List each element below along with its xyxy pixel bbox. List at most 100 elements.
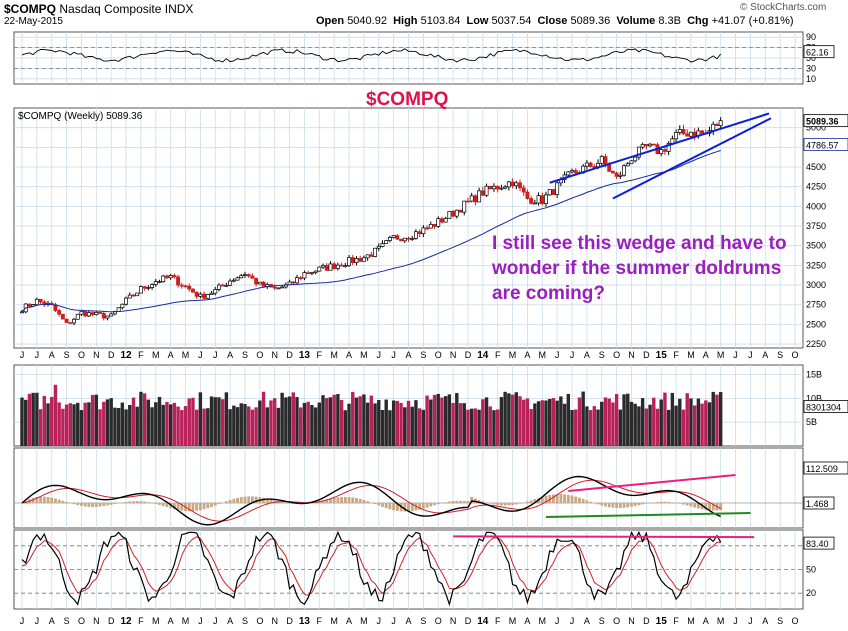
macd-hist-value-box	[803, 496, 835, 510]
candle-body	[202, 293, 207, 299]
month-tick-label: 13	[299, 350, 311, 361]
macd-histogram-bar	[347, 497, 351, 503]
macd-histogram-bar	[321, 500, 325, 503]
last-close-label: 5089.36	[806, 117, 839, 127]
volume-bar	[659, 399, 663, 446]
candle-body	[313, 270, 318, 273]
volume-bar	[31, 392, 35, 446]
candle-body	[254, 277, 259, 285]
candle-body	[205, 294, 210, 299]
month-tick-label: F	[495, 350, 501, 360]
candle-body	[506, 181, 511, 188]
candle-body	[625, 163, 630, 167]
month-tick-label: J	[20, 350, 25, 360]
macd-histogram-bar	[80, 503, 83, 506]
macd-histogram-bar	[262, 497, 265, 503]
volume-bar	[640, 398, 645, 446]
month-tick-label: M	[330, 350, 338, 360]
volume-bar	[273, 398, 277, 446]
candle-body	[94, 311, 99, 315]
volume-bar	[254, 407, 258, 446]
candle-body	[302, 272, 307, 279]
macd-histogram-bar	[336, 497, 340, 503]
volume-bar	[68, 403, 73, 446]
macd-histogram-bar	[94, 503, 98, 507]
month-tick-label: 14	[477, 350, 489, 361]
volume-bar	[377, 400, 381, 446]
volume-bar	[570, 409, 574, 446]
volume-bar	[447, 394, 452, 446]
candle-body	[413, 231, 418, 239]
month-tick-label: O	[78, 350, 85, 360]
volume-bar	[139, 391, 143, 446]
month-tick-label: F	[673, 350, 679, 360]
volume-bar	[165, 401, 169, 446]
macd-histogram-bar	[459, 500, 462, 503]
month-tick-label: J	[198, 616, 203, 626]
candle-body	[280, 286, 285, 289]
volume-bar	[232, 405, 236, 446]
candle-body	[317, 266, 322, 272]
macd-histogram-bar	[351, 497, 355, 503]
macd-histogram-bar	[548, 494, 552, 503]
macd-histogram-bar	[191, 503, 195, 512]
candle-body	[711, 123, 716, 131]
volume-bar	[455, 392, 459, 446]
macd-histogram-bar	[704, 503, 708, 510]
volume-bar	[384, 399, 388, 446]
month-tick-label: S	[420, 616, 426, 626]
month-tick-label: S	[420, 350, 426, 360]
volume-bar	[507, 393, 511, 446]
macd-histogram-bar	[503, 503, 507, 506]
volume-bar	[161, 404, 165, 446]
macd-line	[21, 475, 721, 526]
price-tick-label: 3750	[806, 221, 826, 231]
macd-histogram-bar	[674, 502, 678, 504]
month-tick-label: J	[748, 350, 753, 360]
volume-bar	[332, 394, 336, 446]
volume-label: Volume	[616, 15, 656, 27]
candle-body	[27, 303, 32, 307]
rsi-tick-label: 10	[806, 74, 816, 84]
volume-bar	[246, 406, 251, 446]
volume-bar	[692, 405, 697, 446]
volume-bar	[213, 397, 217, 446]
candle-body	[518, 182, 522, 189]
candle-body	[217, 284, 221, 290]
volume-bar	[76, 402, 80, 446]
candle-body	[629, 160, 634, 165]
candle-body	[700, 130, 705, 134]
candle-body	[651, 143, 656, 146]
volume-bar	[102, 401, 106, 446]
volume-bar	[135, 406, 139, 446]
candle-body	[34, 298, 39, 306]
month-tick-label: A	[762, 350, 768, 360]
volume-bar	[354, 397, 359, 446]
candle-body	[142, 286, 147, 289]
volume-bar	[596, 409, 600, 446]
macd-histogram-bar	[689, 503, 693, 507]
candle-body	[499, 187, 504, 190]
candle-body	[614, 172, 619, 177]
candle-body	[525, 191, 530, 199]
month-tick-label: J	[35, 350, 40, 360]
price-tick-label: 5000	[806, 123, 826, 133]
month-tick-label: A	[227, 350, 233, 360]
open-label: Open	[316, 15, 345, 27]
month-tick-label: O	[613, 350, 620, 360]
month-tick-label: F	[317, 616, 323, 626]
candle-body	[688, 131, 693, 137]
macd-histogram-bar	[693, 503, 697, 508]
volume-bar	[592, 406, 597, 446]
candle-body	[101, 313, 106, 319]
volume-bar	[187, 398, 191, 446]
macd-histogram-bar	[421, 503, 425, 509]
month-tick-label: M	[509, 350, 517, 360]
low-label: Low	[466, 15, 489, 27]
candle-body	[510, 181, 515, 187]
candle-body	[164, 275, 169, 279]
candle-body	[425, 227, 430, 230]
macd-histogram-bar	[35, 496, 39, 503]
candle-body	[439, 218, 444, 223]
